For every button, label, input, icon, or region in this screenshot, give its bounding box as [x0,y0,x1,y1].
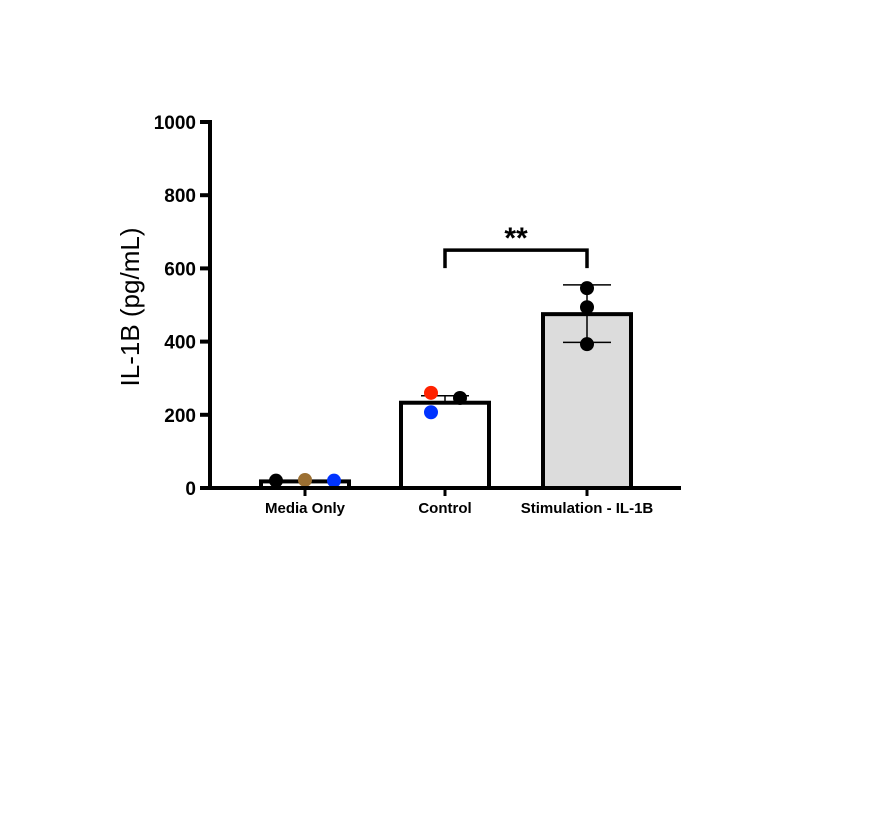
y-axis-title: IL-1B (pg/mL) [115,228,145,387]
data-point [424,385,438,400]
y-tick-label: 800 [164,186,196,207]
x-category-label: Control [418,500,471,517]
y-tick-label: 0 [185,479,196,500]
y-tick-label: 200 [164,406,196,427]
significance-annotation: ** [443,222,589,269]
y-tick-label: 600 [164,259,196,280]
data-point [580,300,594,315]
data-point [580,281,594,296]
bar [399,400,491,490]
x-axis: Media Only Control Stimulation - IL-1B [208,486,681,517]
data-point [298,472,312,487]
data-point [580,337,594,352]
significance-label: ** [504,222,528,255]
y-axis: 0 200 400 600 800 1000 [154,113,212,500]
y-tick-label: 1000 [154,113,196,134]
data-point [424,405,438,420]
data-points [269,281,594,488]
y-tick-label: 400 [164,333,196,354]
x-category-label: Media Only [265,500,346,517]
x-category-label: Stimulation - IL-1B [521,500,654,517]
data-point [269,473,283,488]
bars [259,312,633,490]
data-point [453,390,467,405]
significance-bracket [443,248,589,269]
data-point [327,473,341,488]
